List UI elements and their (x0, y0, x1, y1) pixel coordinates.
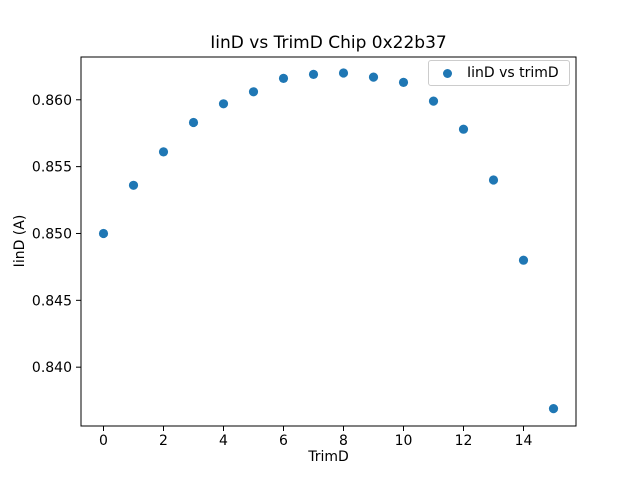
data-point (398, 77, 409, 87)
y-tick-label: 0.855 (32, 160, 72, 176)
axes-frame (80, 56, 577, 427)
chart-title: IinD vs TrimD Chip 0x22b37 (210, 33, 447, 53)
data-point (218, 99, 229, 109)
y-tick-label: 0.840 (32, 360, 72, 376)
data-point (278, 73, 289, 83)
data-point (188, 117, 199, 128)
data-point (248, 87, 259, 97)
y-axis-label: IinD (A) (12, 214, 28, 268)
data-point (338, 68, 349, 78)
data-point (98, 228, 109, 239)
data-point (488, 175, 499, 185)
x-tick-label: 6 (279, 433, 288, 449)
x-axis-label: TrimD (308, 449, 349, 465)
scatter-marker-icon (443, 68, 452, 78)
data-point (158, 147, 169, 157)
data-point (368, 72, 379, 82)
x-tick-label: 8 (339, 433, 348, 449)
x-tick-label: 12 (455, 433, 473, 449)
legend-label: IinD vs trimD (467, 65, 559, 81)
x-tick-label: 10 (395, 433, 413, 449)
y-tick-label: 0.845 (32, 293, 72, 309)
data-point (518, 255, 529, 265)
legend: IinD vs trimD (428, 60, 570, 86)
x-tick-label: 0 (99, 433, 108, 449)
x-tick-label: 14 (515, 433, 533, 449)
data-point (308, 69, 319, 79)
data-point (128, 180, 139, 190)
data-point (458, 124, 469, 134)
y-tick-label: 0.850 (32, 226, 72, 242)
data-point (548, 404, 559, 414)
y-tick-label: 0.860 (32, 93, 72, 109)
x-tick-label: 4 (219, 433, 228, 449)
data-point (428, 96, 439, 106)
x-tick-label: 2 (159, 433, 168, 449)
